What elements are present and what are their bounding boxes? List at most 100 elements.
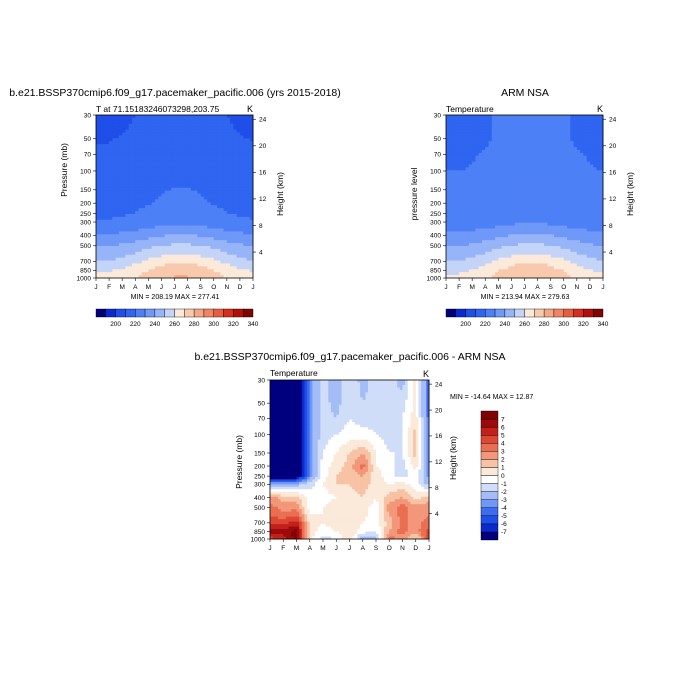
panel1-field-cell	[207, 158, 211, 163]
panel2-field-cell	[567, 193, 571, 197]
panel1-field-cell	[135, 196, 140, 200]
panel2-field-cell	[544, 213, 548, 218]
panel2-field-cell	[563, 164, 568, 168]
panel1-field-cell	[230, 149, 234, 154]
panel1-field-cell	[230, 123, 234, 128]
panel2-field-cell	[468, 164, 473, 168]
panel2-field-cell	[586, 240, 591, 244]
panel2-field-cell	[472, 173, 476, 177]
panel1-field-cell	[99, 205, 104, 209]
panel1-field-cell	[187, 272, 192, 276]
panel2-field-cell	[446, 170, 450, 174]
panel2-field-cell	[462, 187, 467, 192]
panel1-field-cell	[197, 176, 202, 180]
panel1-field-cell	[115, 263, 120, 267]
panel2-field-cell	[508, 245, 512, 250]
panel2-field-cell	[465, 205, 470, 209]
panel2-field-cell	[501, 199, 506, 203]
panel1-field-cell	[177, 231, 182, 235]
panel2-field-cell	[560, 190, 565, 195]
panel1-field-cell	[96, 196, 100, 200]
panel1-field-cell	[164, 248, 169, 253]
panel2-field-cell	[580, 141, 584, 145]
panel1-field-cell	[102, 147, 107, 151]
panel1-field-cell	[154, 193, 159, 197]
panel1-field-cell	[122, 205, 126, 209]
panel1-field-cell	[161, 173, 166, 177]
panel2-field-cell	[524, 155, 529, 160]
panel1-field-cell	[236, 202, 241, 206]
panel2-field-cell	[583, 202, 588, 206]
panel2-field-cell	[563, 135, 568, 139]
panel1-field-cell	[164, 243, 169, 247]
panel1-field-cell	[118, 158, 123, 163]
panel1-field-cell	[249, 219, 254, 224]
panel1-field-cell	[236, 147, 241, 151]
panel2-field-cell	[524, 161, 529, 165]
panel1-field-cell	[197, 222, 202, 227]
panel2-field-cell	[596, 231, 601, 235]
panel1-field-cell	[246, 129, 251, 133]
panel1-colorbar-swatch	[95, 308, 107, 318]
panel1-field-cell	[135, 115, 140, 119]
panel2-field-cell	[472, 245, 476, 250]
panel2-field-cell	[488, 152, 493, 157]
panel1-field-cell	[112, 254, 117, 259]
panel2-field-cell	[508, 164, 512, 168]
panel1-field-cell	[105, 248, 110, 253]
panel2-field-cell	[521, 164, 525, 168]
panel2-field-cell	[501, 138, 506, 142]
panel2-field-cell	[455, 228, 460, 232]
panel1-field-cell	[115, 243, 120, 247]
panel1-field-cell	[102, 216, 107, 221]
panel2-field-cell	[550, 205, 555, 209]
panel2-field-cell	[481, 231, 486, 235]
panel1-field-cell	[226, 170, 231, 174]
panel1-field-cell	[167, 147, 172, 151]
panel2-field-cell	[553, 115, 558, 119]
panel1-colorbar-swatch	[144, 308, 156, 318]
panel1-field-cell	[115, 257, 120, 262]
panel1-field-cell	[145, 219, 149, 224]
panel1-field-cell	[112, 179, 117, 183]
panel1-field-cell	[203, 181, 208, 186]
panel1-field-cell	[122, 181, 126, 186]
panel2-field-cell	[599, 240, 604, 244]
panel1-field-cell	[243, 257, 247, 262]
panel1-field-cell	[246, 269, 251, 273]
panel1-field-cell	[125, 275, 130, 279]
panel2-field-cell	[560, 167, 565, 171]
panel2-field-cell	[580, 149, 584, 154]
panel2-field-cell	[527, 161, 532, 165]
panel2-field-cell	[583, 167, 588, 171]
panel2-field-cell	[452, 176, 457, 180]
panel2-field-cell	[504, 132, 509, 136]
panel2-field-cell	[524, 120, 529, 125]
panel2-field-cell	[504, 199, 509, 203]
panel2-field-cell	[586, 161, 591, 165]
panel1-field-cell	[220, 205, 225, 209]
panel1-field-cell	[141, 216, 146, 221]
panel1-field-cell	[151, 170, 156, 174]
panel1-field-cell	[190, 231, 195, 235]
panel1-field-cell	[217, 120, 221, 125]
panel1-field-cell	[203, 164, 208, 168]
panel2-field-cell	[459, 237, 463, 241]
panel2-field-cell	[540, 152, 545, 157]
panel1-field-cell	[99, 202, 104, 206]
panel2-field-cell	[524, 170, 529, 174]
panel1-field-cell	[161, 237, 166, 241]
panel2-field-cell	[495, 129, 499, 133]
panel2-field-cell	[544, 152, 548, 157]
panel1-field-cell	[161, 263, 166, 267]
panel1-field-cell	[118, 179, 123, 183]
panel2-field-cell	[576, 164, 581, 168]
panel1-field-cell	[207, 190, 211, 195]
panel2-field-cell	[462, 161, 467, 165]
panel2-field-cell	[472, 208, 476, 212]
panel1-field-cell	[174, 167, 179, 171]
panel2-field-cell	[459, 216, 463, 221]
panel1-field-cell	[115, 164, 120, 168]
panel2-field-cell	[550, 126, 555, 131]
panel2-field-cell	[563, 222, 568, 227]
